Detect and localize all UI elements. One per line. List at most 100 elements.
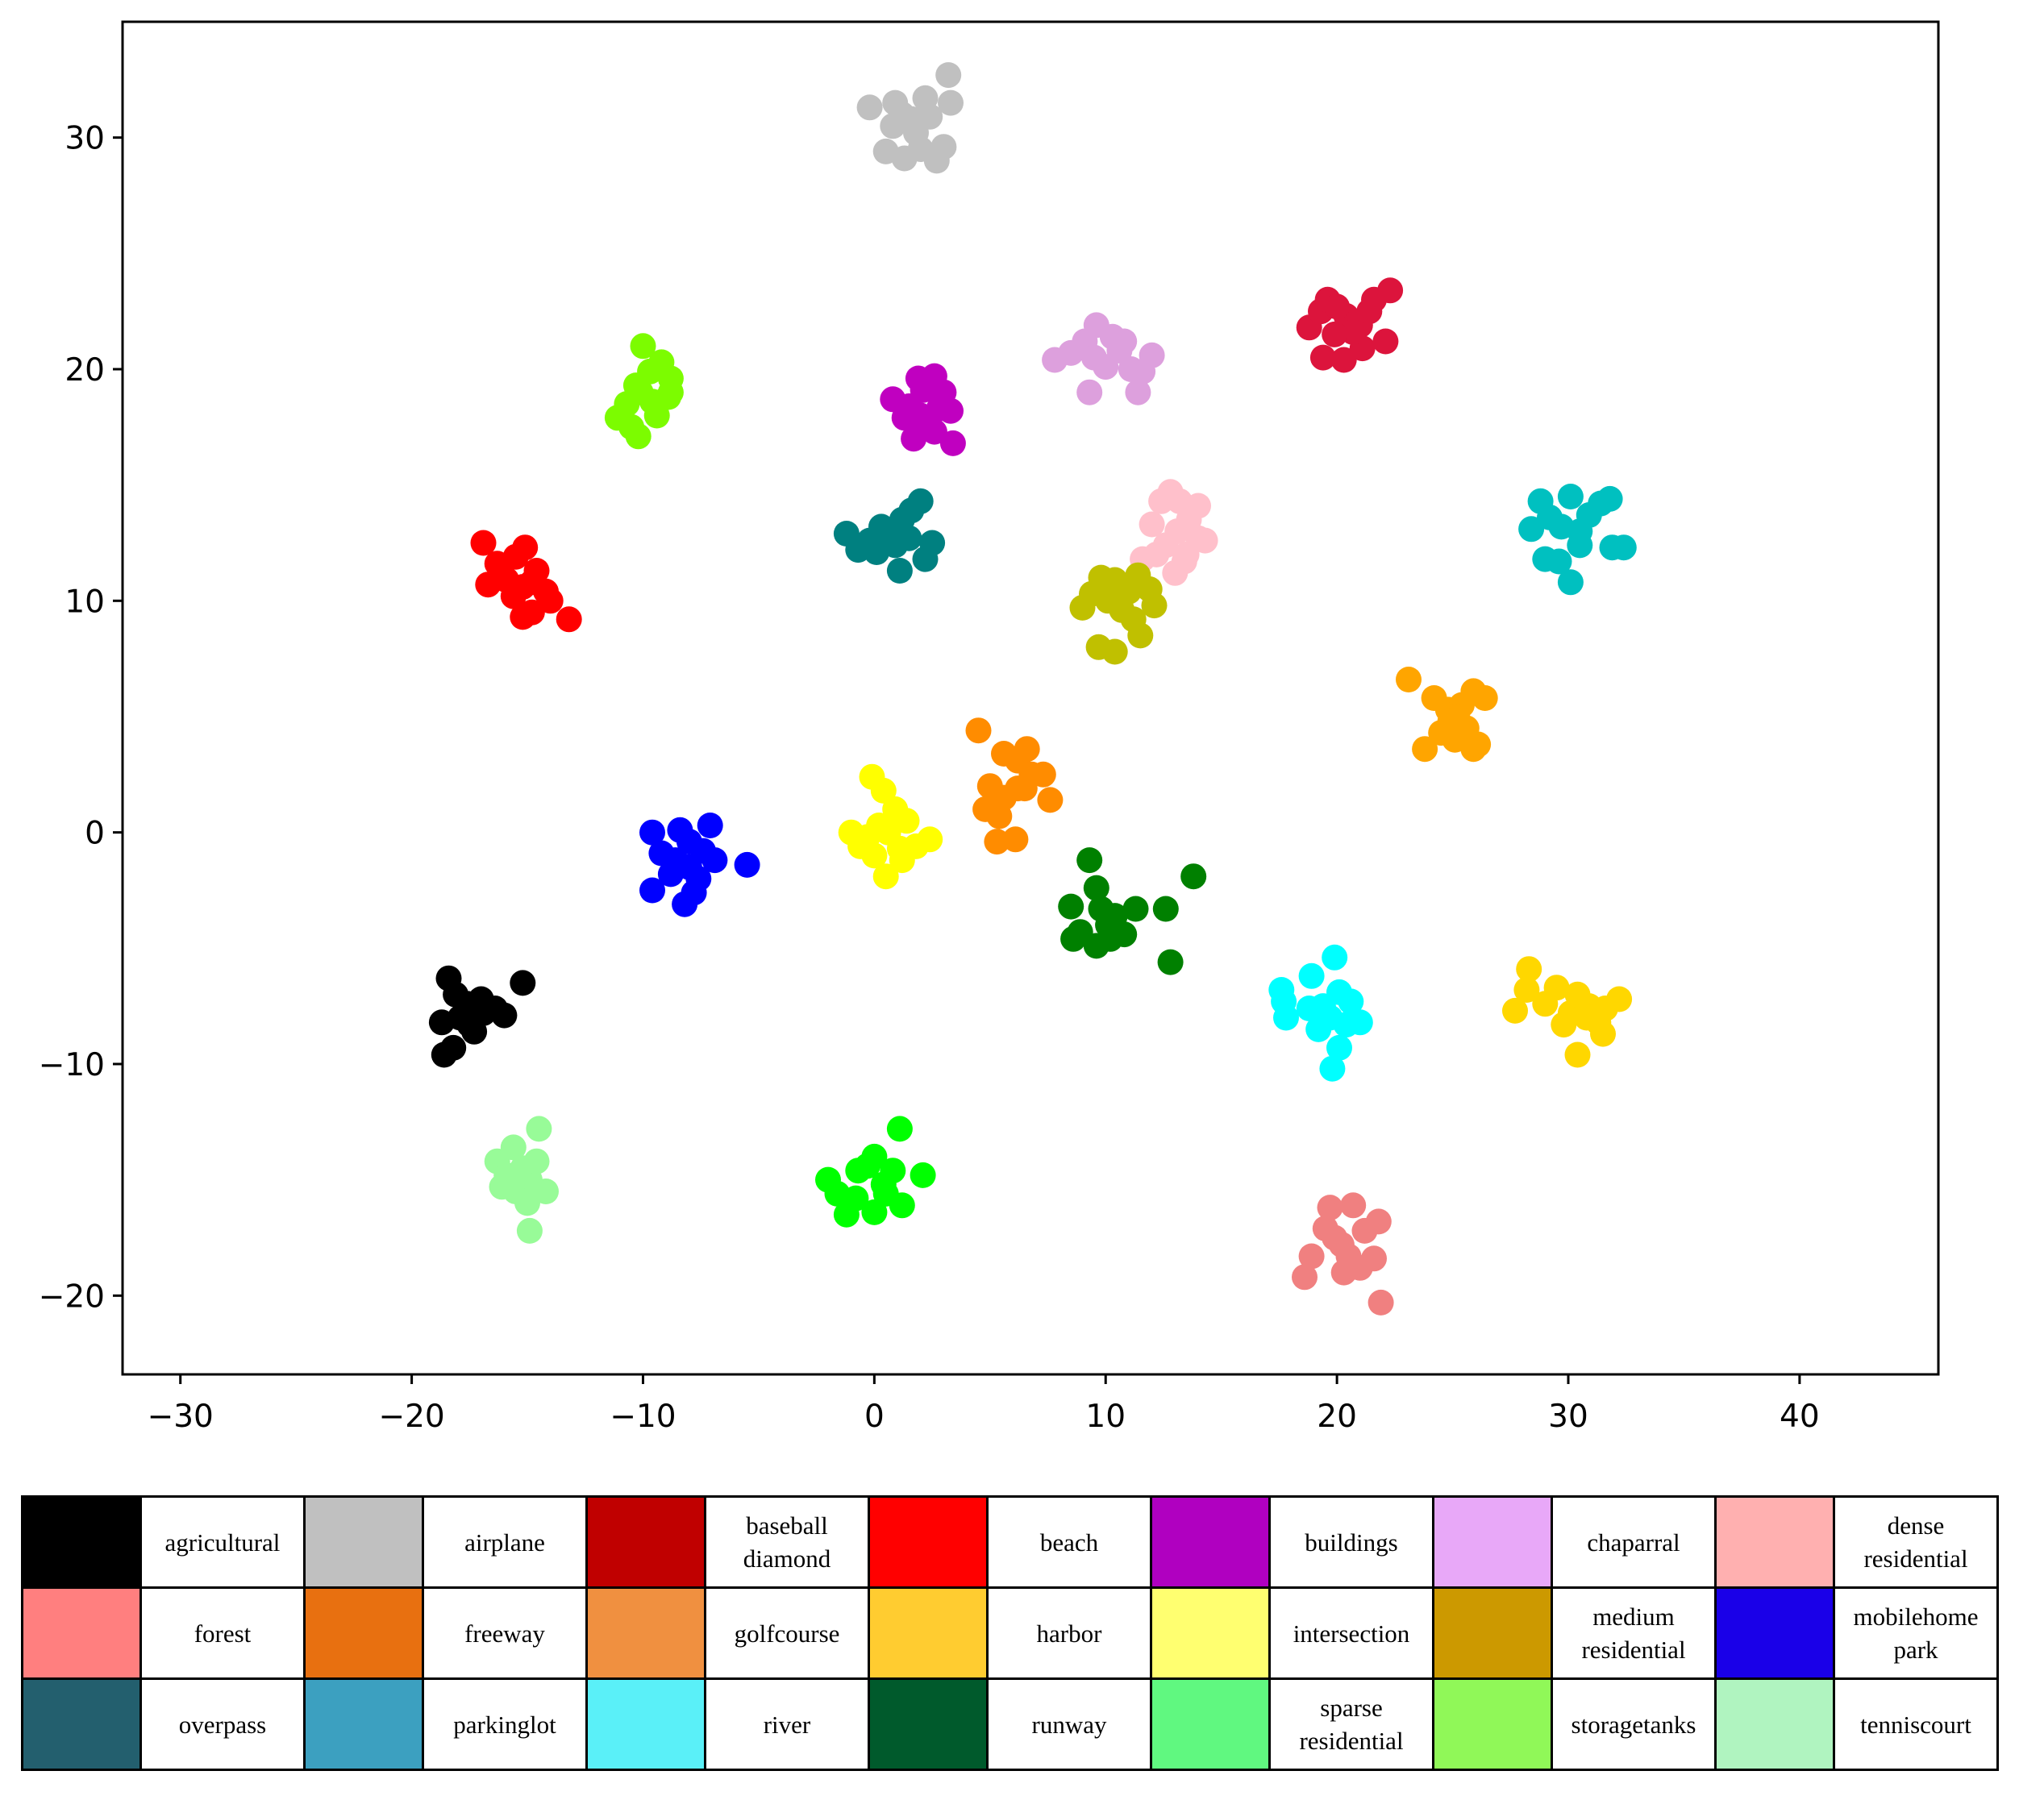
- data-point: [443, 981, 469, 1008]
- data-point: [1338, 988, 1364, 1015]
- data-point: [905, 365, 931, 392]
- series-storagetanks: [604, 333, 684, 450]
- data-point: [505, 1164, 531, 1191]
- legend-swatch: [585, 1586, 706, 1680]
- data-point: [907, 402, 934, 429]
- data-point: [512, 534, 539, 561]
- plot-frame: [121, 20, 1940, 1376]
- series-overpass: [833, 488, 946, 584]
- data-point: [1502, 997, 1528, 1024]
- data-point: [518, 569, 545, 596]
- data-point: [1516, 956, 1542, 983]
- data-point: [516, 1217, 543, 1244]
- x-tick-label: −20: [378, 1399, 444, 1435]
- data-point: [1296, 996, 1322, 1021]
- x-tick-label: 40: [1780, 1399, 1820, 1435]
- data-point: [537, 588, 564, 614]
- legend-label: airplane: [422, 1495, 588, 1589]
- data-point: [1557, 484, 1584, 509]
- legend-label: overpass: [139, 1677, 306, 1771]
- legend-label: parkinglot: [422, 1677, 588, 1771]
- legend-label: forest: [139, 1586, 306, 1680]
- data-point: [1014, 736, 1040, 763]
- tsne-scatter-plot: −30 −20 −10 0 10 20 30 40 −20 −10 0 10 20 30: [39, 20, 1940, 1435]
- legend-swatch: [1432, 1586, 1553, 1680]
- data-point: [1396, 667, 1422, 692]
- data-point: [1122, 896, 1149, 922]
- data-point: [510, 970, 536, 996]
- legend-swatch: [303, 1586, 424, 1680]
- data-point: [872, 863, 899, 890]
- series-golfcourse: [1502, 956, 1633, 1068]
- data-point: [701, 847, 728, 874]
- x-tick-label: −30: [148, 1399, 214, 1435]
- data-point: [1139, 342, 1165, 368]
- legend-label: beach: [986, 1495, 1152, 1589]
- x-tick-label: 10: [1085, 1399, 1126, 1435]
- x-tick-label: 0: [864, 1399, 885, 1435]
- series-medium-residential: [1069, 562, 1168, 665]
- y-tick-label: 10: [65, 584, 105, 620]
- data-point: [657, 379, 684, 405]
- data-point: [1596, 485, 1623, 512]
- data-point: [861, 1143, 888, 1170]
- series-beach: [470, 530, 582, 633]
- data-point: [938, 89, 964, 116]
- legend-label: sparse residential: [1268, 1677, 1434, 1771]
- data-point: [1185, 493, 1211, 519]
- data-point: [491, 1002, 518, 1029]
- data-point: [1564, 1041, 1591, 1068]
- data-point: [1330, 347, 1357, 373]
- data-point: [526, 1116, 552, 1142]
- legend-swatch: [1714, 1677, 1835, 1771]
- y-tick-label: 0: [85, 816, 105, 852]
- legend-swatch: [868, 1677, 989, 1771]
- data-point: [875, 819, 901, 846]
- data-point: [1557, 569, 1584, 596]
- data-point: [431, 1041, 457, 1068]
- legend-label: golfcourse: [704, 1586, 870, 1680]
- data-point: [639, 877, 665, 904]
- series-forest: [1292, 1192, 1394, 1316]
- legend-swatch: [1150, 1495, 1271, 1589]
- legend-label: harbor: [986, 1586, 1152, 1680]
- data-point: [1162, 559, 1189, 586]
- data-point: [500, 583, 527, 609]
- data-point: [1322, 1224, 1348, 1251]
- data-point: [1143, 541, 1170, 567]
- legend-swatch: [868, 1586, 989, 1680]
- data-point: [861, 1199, 888, 1225]
- data-point: [1324, 293, 1351, 320]
- data-point: [1173, 541, 1200, 567]
- data-point: [939, 430, 966, 456]
- data-point: [456, 1012, 483, 1038]
- data-point: [1037, 787, 1064, 813]
- data-point: [1551, 1012, 1577, 1038]
- x-axis-ticks: −30 −20 −10 0 10 20 30 40: [148, 1374, 1820, 1435]
- data-point: [872, 1180, 899, 1207]
- data-point: [468, 986, 494, 1012]
- data-point: [1513, 977, 1540, 1003]
- data-point: [972, 796, 999, 822]
- series-sparse-residential: [815, 1116, 936, 1228]
- legend-swatch: [1150, 1586, 1271, 1680]
- data-point: [901, 426, 927, 452]
- data-point: [1412, 736, 1438, 763]
- data-point: [1518, 516, 1545, 542]
- data-point: [533, 1179, 559, 1204]
- legend-label: mobilehome park: [1833, 1586, 1999, 1680]
- points-layer: [428, 62, 1637, 1316]
- series-tenniscourt: [484, 1116, 559, 1244]
- data-point: [912, 546, 939, 572]
- data-point: [1298, 962, 1325, 989]
- data-point: [1111, 328, 1138, 355]
- data-point: [1546, 548, 1572, 575]
- data-point: [854, 824, 880, 850]
- data-point: [910, 1162, 936, 1188]
- series-intersection: [838, 763, 943, 890]
- data-point: [1543, 975, 1570, 1001]
- legend-swatch: [303, 1677, 424, 1771]
- data-point: [1030, 761, 1056, 788]
- legend-label: tenniscourt: [1833, 1677, 1999, 1771]
- data-point: [500, 1134, 527, 1161]
